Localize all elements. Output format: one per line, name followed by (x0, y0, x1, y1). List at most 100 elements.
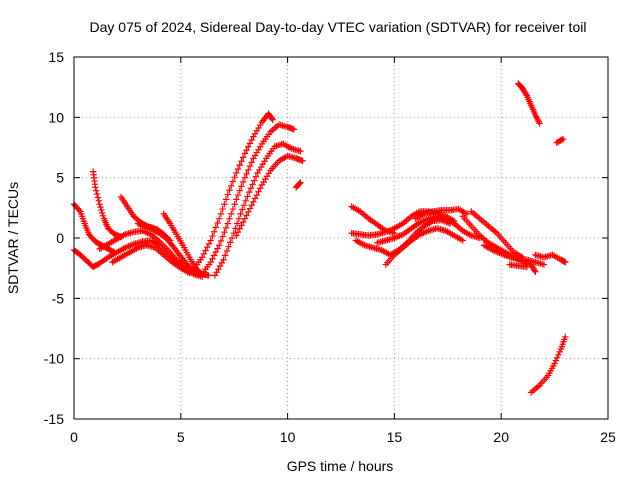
data-point (231, 173, 238, 181)
data-point (220, 256, 227, 263)
data-point (245, 208, 252, 216)
x-tick-label: 5 (177, 429, 185, 445)
series-arc-10 (198, 121, 298, 278)
data-point (562, 333, 569, 341)
data-point (239, 154, 247, 161)
data-point (222, 252, 229, 259)
series-arc-19 (412, 205, 471, 222)
series-arc-2 (90, 168, 125, 240)
data-point (217, 237, 225, 245)
data-point (241, 215, 249, 222)
data-point (237, 210, 244, 218)
data-point (229, 205, 237, 213)
data-point (229, 178, 237, 185)
data-point (233, 196, 240, 203)
data-point (245, 188, 253, 196)
data-point (226, 187, 233, 194)
data-point (522, 90, 530, 98)
series-arc-22 (480, 242, 548, 268)
x-tick-label: 20 (493, 429, 509, 445)
data-point (99, 212, 107, 219)
data-point (223, 247, 231, 255)
data-point (248, 159, 255, 166)
data-point (97, 203, 104, 211)
data-point (238, 183, 245, 190)
data-point (210, 252, 218, 259)
data-point (251, 195, 259, 202)
data-point (210, 228, 218, 235)
data-point (222, 224, 230, 232)
series-arc-24 (532, 251, 569, 266)
data-point (244, 193, 251, 200)
data-point (269, 116, 276, 123)
data-point (243, 170, 250, 178)
x-tick-label: 10 (280, 429, 296, 445)
data-point (552, 357, 560, 364)
data-point (299, 157, 306, 164)
data-point (165, 236, 173, 243)
data-point (250, 198, 257, 205)
data-point (231, 201, 238, 208)
series-arc-11 (211, 140, 304, 279)
data-point (227, 239, 234, 246)
data-point (228, 234, 236, 242)
series-arc-8 (160, 210, 212, 279)
data-point (297, 179, 304, 186)
chart-title: Day 075 of 2024, Sidereal Day-to-day VTE… (90, 19, 587, 35)
data-point (531, 267, 538, 274)
data-point (209, 255, 216, 262)
data-point (94, 194, 102, 201)
data-point (553, 354, 561, 361)
data-point (207, 237, 214, 244)
data-point (234, 191, 242, 199)
axis-ticks: 0 5 10 15 20 25 -15 -10 -5 0 5 10 15 (44, 49, 616, 445)
series-arc-12 (233, 152, 306, 239)
data-point (242, 197, 249, 205)
data-point (219, 233, 226, 240)
data-point (207, 258, 214, 266)
x-axis-label: GPS time / hours (287, 458, 394, 474)
data-point (98, 206, 105, 214)
data-point (75, 206, 83, 214)
data-point (297, 147, 304, 155)
data-point (233, 169, 240, 177)
data-point (233, 232, 240, 239)
series-arc-27 (527, 333, 569, 396)
data-point (228, 182, 235, 190)
series-arc-26 (553, 135, 567, 146)
data-point (251, 177, 258, 184)
data-point (214, 219, 221, 227)
data-point (212, 248, 220, 256)
data-point (241, 150, 249, 157)
data-point (93, 187, 100, 194)
y-tick-label: -5 (52, 290, 65, 306)
data-point (246, 205, 254, 212)
data-point (252, 173, 260, 180)
data-point (296, 180, 303, 187)
x-tick-label: 0 (70, 429, 78, 445)
series-arc-5 (109, 242, 193, 277)
series-arc-9 (190, 110, 276, 273)
data-point (463, 210, 471, 218)
data-point (243, 212, 250, 219)
data-point (205, 240, 213, 247)
data-point (93, 190, 101, 198)
data-point (249, 181, 256, 188)
data-point (217, 210, 225, 218)
data-point (233, 220, 241, 227)
data-point (257, 185, 264, 192)
data-point (96, 201, 103, 208)
data-point (290, 126, 298, 133)
data-point (216, 242, 223, 249)
data-point (240, 201, 248, 209)
data-point (186, 269, 193, 277)
x-tick-label: 15 (387, 429, 403, 445)
data-point (248, 201, 255, 209)
data-point (245, 143, 252, 150)
y-axis-label: SDTVAR / TECUs (5, 182, 21, 294)
data-point (222, 196, 230, 203)
y-tick-label: 15 (48, 49, 64, 65)
data-point (241, 174, 249, 181)
data-point (236, 187, 243, 194)
